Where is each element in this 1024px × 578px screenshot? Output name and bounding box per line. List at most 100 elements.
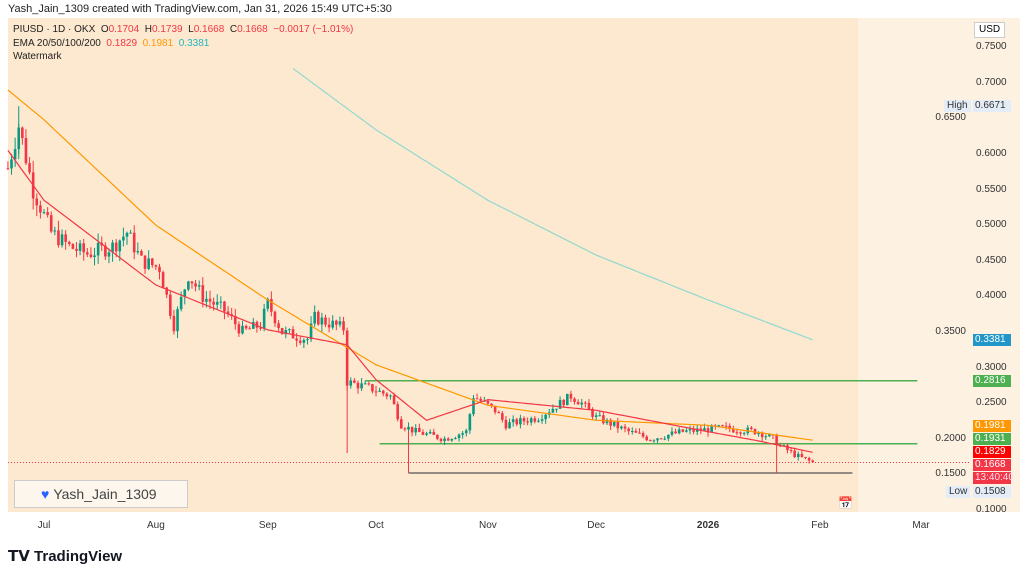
- candle-body: [21, 127, 24, 139]
- candle-body: [273, 311, 277, 324]
- candle-body: [374, 391, 378, 393]
- candle-body: [692, 428, 695, 432]
- candle-body: [414, 427, 418, 433]
- candle-body: [793, 450, 796, 458]
- candle-body: [432, 431, 436, 435]
- candle-body: [789, 450, 793, 452]
- candle-body: [418, 427, 421, 433]
- candle-body: [104, 245, 107, 257]
- time-tick: Mar: [912, 520, 930, 531]
- candle-body: [703, 428, 706, 431]
- currency-button[interactable]: USD: [974, 22, 1006, 38]
- candle-body: [28, 163, 31, 173]
- last-price-tag: 0.1668: [973, 459, 1011, 471]
- candle-body: [107, 252, 111, 257]
- chart-background: [8, 18, 970, 512]
- candle-body: [194, 283, 197, 287]
- candle-body: [450, 439, 454, 441]
- price-tick: 0.7500: [976, 41, 1007, 53]
- candle-body: [122, 236, 125, 241]
- candle-body: [656, 438, 659, 441]
- candle-body: [219, 301, 223, 303]
- candle-body: [493, 405, 497, 413]
- candle-body: [132, 232, 136, 253]
- low-label: Low: [946, 486, 971, 498]
- candle-body: [501, 413, 504, 420]
- candle-body: [338, 321, 342, 325]
- event-icon[interactable]: 📅: [838, 496, 853, 510]
- ema20-tag: 0.1829: [973, 446, 1011, 458]
- candle-body: [475, 398, 479, 400]
- time-tick: 2026: [696, 520, 720, 531]
- candle-body: [486, 400, 490, 404]
- candle-body: [681, 429, 685, 432]
- candle-body: [587, 402, 591, 409]
- candle-body: [638, 432, 641, 434]
- chart-header: Yash_Jain_1309 created with TradingView.…: [8, 3, 392, 15]
- candle-body: [212, 301, 215, 305]
- candle-body: [558, 399, 562, 409]
- candle-body: [335, 320, 338, 325]
- candle-body: [584, 402, 587, 404]
- candle-body: [342, 321, 345, 331]
- candle-body: [807, 457, 811, 461]
- ema-legend: EMA 20/50/100/200 0.1829 0.1981 0.3381: [13, 38, 210, 49]
- candle-body: [544, 414, 547, 420]
- candle-body: [573, 398, 576, 402]
- candle-body: [46, 212, 49, 216]
- candle-body: [35, 198, 39, 206]
- candle-body: [154, 265, 158, 267]
- time-tick: Jul: [37, 520, 51, 531]
- candle-body: [223, 301, 226, 312]
- candle-body: [71, 244, 75, 249]
- candle-body: [187, 281, 190, 290]
- price-tick: 0.7000: [976, 76, 1007, 88]
- candle-body: [529, 418, 533, 423]
- candle-body: [280, 328, 284, 335]
- price-tick: 0.5000: [976, 219, 1007, 231]
- candle-body: [158, 266, 161, 273]
- candle-body: [208, 298, 212, 302]
- candle-body: [86, 252, 89, 255]
- candle-body: [439, 438, 443, 442]
- candle-body: [233, 315, 237, 325]
- candle-body: [96, 242, 100, 256]
- candle-body: [425, 433, 428, 435]
- candle-body: [594, 415, 598, 417]
- candle-body: [93, 255, 96, 257]
- candle-body: [670, 431, 674, 435]
- candle-body: [288, 329, 291, 331]
- high-label: High: [944, 100, 971, 113]
- tradingview-logo[interactable]: 𝗧𝗩 TradingView: [8, 548, 123, 565]
- candle-body: [750, 427, 753, 429]
- candle-body: [111, 242, 114, 253]
- candle-body: [64, 234, 67, 242]
- candle-body: [616, 421, 620, 429]
- candle-body: [591, 408, 594, 417]
- candle-body: [57, 230, 60, 246]
- ema_fast-line: [7, 150, 813, 453]
- candle-body: [537, 420, 540, 422]
- candle-body: [511, 419, 515, 423]
- candle-body: [226, 311, 230, 315]
- candle-body: [78, 243, 82, 251]
- price-tick: 0.2500: [976, 397, 1007, 409]
- candle-body: [259, 327, 262, 329]
- candle-body: [381, 390, 385, 394]
- candle-body: [298, 340, 302, 343]
- candle-body: [562, 399, 565, 406]
- candle-body: [717, 425, 721, 427]
- candle-body: [266, 298, 270, 309]
- candle-body: [721, 425, 724, 427]
- price-tick: 0.5500: [976, 183, 1007, 195]
- watermark-legend: Watermark: [13, 51, 62, 62]
- candle-body: [143, 255, 147, 269]
- ema100-tag: 0.1981: [973, 420, 1011, 432]
- high-tag: 0.6671: [973, 100, 1011, 113]
- candle-body: [161, 272, 165, 288]
- candle-body: [136, 251, 140, 253]
- candle-body: [436, 434, 439, 439]
- candle-body: [320, 317, 324, 325]
- candle-body: [659, 438, 663, 440]
